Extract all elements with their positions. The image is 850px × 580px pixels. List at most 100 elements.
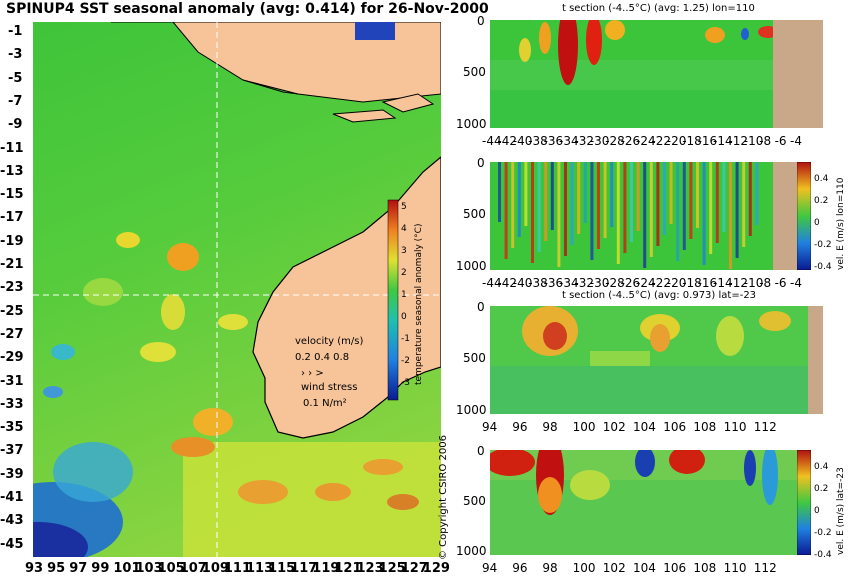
- map-y-tick: -15: [0, 187, 24, 203]
- p1-x-tick: -42: [497, 134, 517, 148]
- map-y-tick: -37: [0, 443, 24, 459]
- panel3-land: [808, 306, 823, 414]
- map-x-tick: 117: [290, 561, 318, 576]
- p1-x-tick: -34: [559, 134, 579, 148]
- velocity-stripe: [669, 162, 673, 224]
- velocity-stripe: [610, 162, 614, 227]
- velocity-stripe: [682, 162, 686, 250]
- p1-x-tick: -6: [774, 134, 787, 148]
- velocity-stripe: [597, 162, 600, 249]
- map-x-tick: 119: [312, 561, 340, 576]
- velocity-stripe: [663, 162, 666, 235]
- p1-x-tick: -40: [512, 134, 533, 148]
- velocity-stripe: [742, 162, 746, 247]
- map-x-tick: 123: [356, 561, 384, 576]
- panel2-colorbar: [797, 162, 811, 270]
- map-x-tick: 93: [25, 561, 44, 576]
- p3-x-tick: 102: [602, 420, 626, 434]
- p2-x-tick: -10: [743, 276, 764, 290]
- map-y-tick: -21: [0, 257, 24, 272]
- p1-x-tick: -24: [636, 134, 656, 148]
- map-y-tick: -11: [0, 140, 24, 156]
- map-x-tick: 121: [334, 561, 362, 576]
- velocity-stripe: [537, 162, 541, 252]
- map-x-tick: 103: [135, 561, 163, 576]
- p4-x-tick: 100: [572, 561, 596, 575]
- map-y-tick: -27: [0, 326, 24, 342]
- map-y-tick: -33: [0, 396, 24, 412]
- p1-y-tick: 1000: [456, 116, 487, 131]
- panel2-cb-ticks: 0.4 0.2 0 -0.2 -0.4: [814, 174, 832, 272]
- p2-x-tick: -44: [482, 276, 502, 290]
- velocity-stripe: [616, 162, 620, 264]
- p3-x-tick: 98: [542, 420, 558, 434]
- velocity-stripe: [630, 162, 633, 242]
- p2-x-tick: -12: [728, 276, 748, 290]
- p4-x-tick: 108: [693, 561, 717, 575]
- wind-key-title: wind stress: [301, 382, 357, 393]
- p3-x-tick: 100: [572, 420, 596, 434]
- map-colorbar: [387, 199, 399, 401]
- map-colorbar-label: temperature seasonal anomaly (°C): [414, 223, 424, 385]
- p2-x-tick: -36: [543, 276, 564, 290]
- map-y-tick: -13: [0, 163, 24, 179]
- p2-x-tick: -38: [528, 276, 548, 290]
- p2-x-tick: -20: [666, 276, 687, 290]
- p1-x-tick: -38: [528, 134, 548, 148]
- p1-x-tick: -14: [713, 134, 733, 148]
- p2-x-tick: -6: [774, 276, 787, 290]
- map-y-tick: -5: [8, 70, 23, 86]
- map-x-tick: 125: [378, 561, 406, 576]
- p1-x-tick: -44: [482, 134, 502, 148]
- velocity-stripe: [498, 162, 501, 222]
- map-y-tick: -35: [0, 420, 24, 436]
- velocity-stripe: [755, 162, 759, 225]
- velocity-stripe: [649, 162, 653, 257]
- p1-y-tick: 0: [477, 14, 485, 28]
- p2-x-tick: -16: [697, 276, 718, 290]
- map-y-tick: -9: [8, 117, 23, 133]
- p2-x-tick: -18: [682, 276, 702, 290]
- cool-anomaly-sw-core: [33, 522, 88, 557]
- p4-x-tick: 110: [723, 561, 747, 575]
- p1-x-tick: -26: [620, 134, 641, 148]
- svg-text:› › >: › › >: [301, 368, 324, 379]
- map-y-tick: -45: [0, 536, 24, 552]
- map-y-tick: -17: [0, 210, 24, 226]
- map-y-tick: -3: [8, 47, 23, 63]
- p3-x-tick: 106: [663, 420, 687, 434]
- map-y-tick: -25: [0, 303, 24, 319]
- p3-x-tick: 110: [723, 420, 747, 434]
- velocity-stripe: [564, 162, 567, 256]
- p1-x-tick: -18: [682, 134, 702, 148]
- p1-x-tick: -10: [743, 134, 764, 148]
- velocity-stripe: [689, 162, 693, 239]
- panel4-colorbar: [797, 450, 811, 555]
- map-x-tick: 113: [246, 561, 274, 576]
- p4-x-tick: 102: [602, 561, 626, 575]
- p1-x-tick: -8: [759, 134, 772, 148]
- velocity-stripe: [722, 162, 726, 232]
- panel3-plot: [490, 306, 808, 414]
- map-y-tick: -41: [0, 490, 24, 505]
- velocity-stripe: [511, 162, 515, 248]
- map-y-tick: -7: [8, 93, 23, 109]
- p4-x-tick: 94: [482, 561, 498, 575]
- p2-x-tick: -32: [574, 276, 594, 290]
- map-x-tick: 129: [422, 561, 450, 576]
- p3-x-tick: 112: [753, 420, 777, 434]
- velocity-stripe: [729, 162, 732, 269]
- velocity-stripe: [715, 162, 719, 243]
- velocity-stripe: [636, 162, 640, 231]
- p2-x-tick: -24: [636, 276, 656, 290]
- p2-x-tick: -34: [559, 276, 579, 290]
- velocity-stripe: [603, 162, 607, 238]
- wind-key-scale: 0.1 N/m²: [303, 398, 347, 409]
- p3-x-tick: 108: [693, 420, 717, 434]
- panel4-plot: [490, 450, 797, 555]
- velocity-key-title: velocity (m/s): [295, 336, 363, 347]
- p3-x-tick: 94: [482, 420, 498, 434]
- velocity-stripe: [524, 162, 528, 226]
- velocity-stripe: [709, 162, 713, 254]
- p2-x-tick: -26: [620, 276, 641, 290]
